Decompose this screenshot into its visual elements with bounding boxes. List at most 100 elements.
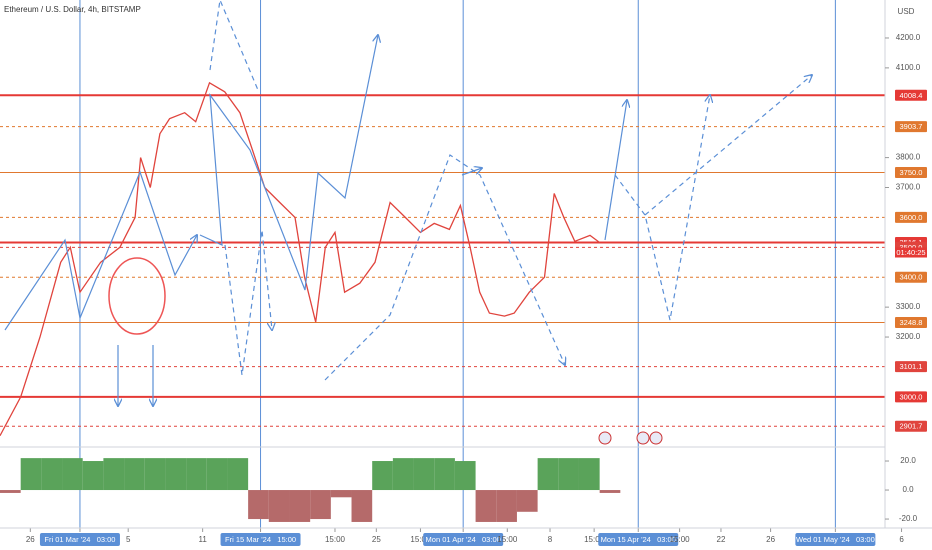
price-line: [0, 81, 600, 437]
countdown: 01:40:25: [896, 248, 925, 257]
level-label: 3000.0: [900, 392, 923, 401]
x-tick-label: 15:00: [584, 535, 605, 544]
level-label-box: [895, 271, 927, 283]
oscillator-bar: [310, 490, 331, 520]
drawing-arrow: [644, 75, 812, 216]
oscillator-bar: [186, 458, 207, 491]
y-tick-label: 4200.0: [896, 33, 921, 42]
oscillator-bar: [558, 458, 579, 491]
y-tick-label: 3300.0: [896, 302, 921, 311]
oscillator-bar: [103, 458, 125, 491]
x-label-box: [423, 533, 504, 546]
x-tick-label: 15:00: [325, 535, 346, 544]
oscillator-bar: [434, 458, 455, 491]
x-label-box: [220, 533, 301, 546]
oscillator-bar: [144, 458, 166, 491]
y-tick-label: 20.0: [900, 456, 916, 465]
oscillator-bar: [413, 458, 435, 491]
level-label-box: [895, 391, 927, 403]
level-label-box: [895, 211, 927, 223]
y-tick-label: 0.0: [902, 485, 914, 494]
y-tick-label: 3200.0: [896, 332, 921, 341]
drawing-arrow: [209, 0, 259, 91]
oscillator-bar: [496, 490, 517, 522]
drawing-circle: [108, 257, 166, 335]
oscillator-bar: [82, 461, 104, 491]
x-tick-label: 15:00: [497, 535, 518, 544]
oscillator-bar: [578, 458, 600, 491]
level-label: 3101.1: [900, 362, 923, 371]
x-label-box: [795, 533, 876, 546]
level-label: 3903.7: [900, 122, 923, 131]
oscillator-bar: [537, 458, 559, 491]
countdown-box: [895, 247, 927, 258]
x-tick-label: 15:00: [670, 535, 691, 544]
drawing-arrow: [4, 170, 197, 331]
x-label-box: [39, 533, 120, 546]
oscillator-bar: [0, 490, 21, 493]
oscillator-bar: [516, 490, 538, 512]
drawing-arrow: [461, 168, 482, 176]
level-label: 4008.4: [900, 91, 923, 100]
y-tick-label: 3800.0: [896, 153, 921, 162]
label-layer: 4200.0 4100.0 3800.0 3700.0 3300.0 3200.0 4008…: [26, 33, 927, 546]
level-label-box: [895, 89, 927, 101]
oscillator-bar: [330, 490, 352, 498]
level-label-box: [895, 361, 927, 373]
x-tick-label: 26: [26, 535, 35, 544]
oscillator-bar: [372, 461, 393, 491]
drawing-arrow: [199, 35, 378, 291]
level-label-box: [895, 121, 927, 133]
x-label-box: [598, 533, 679, 546]
x-tick-label: Wed 01 May '24 03:00: [796, 535, 875, 544]
x-tick-label: Mon 15 Apr '24 03:00: [601, 535, 676, 544]
oscillator-bar: [289, 490, 311, 522]
level-label: 2901.7: [900, 422, 923, 431]
oscillator-bar: [351, 490, 373, 522]
x-tick-label: 8: [548, 535, 553, 544]
level-label: 3400.0: [900, 273, 923, 282]
level-label: 3600.0: [900, 213, 923, 222]
x-tick-label: 6: [899, 535, 904, 544]
x-tick-label: 11: [198, 535, 207, 544]
event-flag[interactable]: [636, 431, 650, 445]
level-label-box: [895, 420, 927, 432]
x-tick-label: 5: [126, 535, 131, 544]
drawing-arrow: [224, 229, 272, 376]
oscillator-bar: [124, 458, 145, 491]
oscillator-bar: [454, 461, 476, 491]
level-label: 3500.0: [900, 243, 923, 252]
oscillator-bar: [41, 458, 63, 491]
drawings: [4, 0, 812, 445]
event-flag[interactable]: [598, 431, 612, 445]
x-tick-label: Fri 01 Mar '24 03:00: [44, 535, 115, 544]
oscillator-bar: [20, 458, 42, 491]
oscillator-bar: [165, 458, 187, 491]
y-tick-label: 3700.0: [896, 183, 921, 192]
x-tick-label: Fri 15 Mar '24 15:00: [225, 535, 296, 544]
x-tick-label: 15:00: [410, 535, 431, 544]
chart-title: Ethereum / U.S. Dollar, 4h, BITSTAMP: [4, 5, 141, 14]
level-label-box: [895, 316, 927, 328]
x-tick-label: 26: [766, 535, 775, 544]
level-label: 3248.8: [900, 318, 923, 327]
oscillator-bar: [248, 490, 269, 520]
oscillator-bar: [475, 490, 497, 522]
x-tick-label: 22: [717, 535, 726, 544]
oscillator-bar: [206, 458, 228, 491]
y-tick-label: 4100.0: [896, 63, 921, 72]
x-tick-label: 25: [372, 535, 381, 544]
level-label-box: [895, 167, 927, 179]
plot-layer: [0, 0, 903, 532]
oscillator-bar: [599, 490, 621, 493]
x-tick-label: Mon 01 Apr '24 03:00: [426, 535, 501, 544]
event-flag[interactable]: [649, 431, 663, 445]
oscillator-bar: [392, 458, 414, 491]
oscillator-bar: [227, 458, 249, 491]
oscillator-bar: [62, 458, 83, 491]
level-label: 3750.0: [900, 168, 923, 177]
drawing-arrow: [604, 100, 627, 241]
drawing-arrow: [614, 95, 710, 321]
drawing-arrow: [324, 154, 565, 381]
